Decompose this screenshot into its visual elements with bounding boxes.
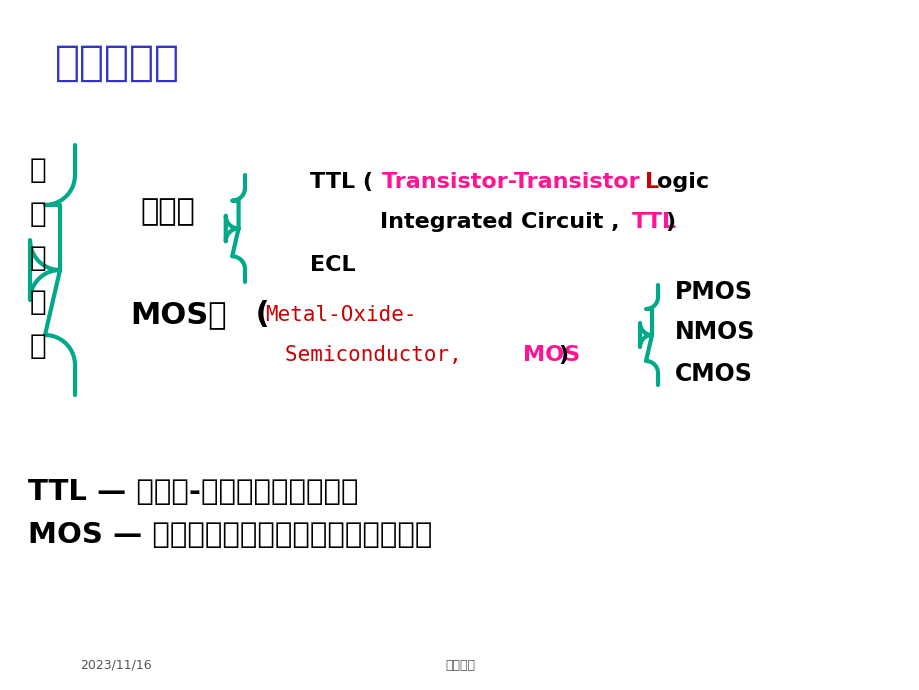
Text: ): ) — [558, 345, 568, 365]
Text: 路: 路 — [29, 332, 46, 360]
Text: PMOS: PMOS — [675, 280, 752, 304]
Text: ogic: ogic — [656, 172, 709, 192]
Text: Semiconductor,: Semiconductor, — [285, 345, 474, 365]
Text: ): ) — [664, 212, 675, 232]
Text: TTL (: TTL ( — [310, 172, 373, 192]
Text: 双极型: 双极型 — [140, 197, 195, 226]
Text: 成: 成 — [29, 200, 46, 228]
Text: MOS型: MOS型 — [130, 301, 226, 330]
Text: 电: 电 — [29, 288, 46, 316]
Text: (: ( — [244, 301, 269, 330]
Text: Integrated Circuit ,: Integrated Circuit , — [380, 212, 627, 232]
Text: 门: 门 — [29, 244, 46, 272]
Text: NMOS: NMOS — [675, 320, 754, 344]
Text: CMOS: CMOS — [675, 362, 752, 386]
Text: 集: 集 — [29, 156, 46, 184]
Text: Transistor-Transistor: Transistor-Transistor — [381, 172, 647, 192]
Text: 集成门电路: 集成门电路 — [55, 42, 180, 84]
Text: Metal-Oxide-: Metal-Oxide- — [265, 305, 416, 325]
Text: TTL — 晶体管-晶体管逻辑集成电路: TTL — 晶体管-晶体管逻辑集成电路 — [28, 478, 358, 506]
Text: L: L — [644, 172, 658, 192]
Text: MOS — 金属氧化物半导体场效应管集成电路: MOS — 金属氧化物半导体场效应管集成电路 — [28, 521, 432, 549]
Text: TTL: TTL — [631, 212, 676, 232]
Text: MOS: MOS — [522, 345, 580, 365]
Text: ECL: ECL — [310, 255, 356, 275]
Text: 2023/11/16: 2023/11/16 — [80, 659, 152, 672]
Text: 电工技术: 电工技术 — [445, 659, 474, 672]
